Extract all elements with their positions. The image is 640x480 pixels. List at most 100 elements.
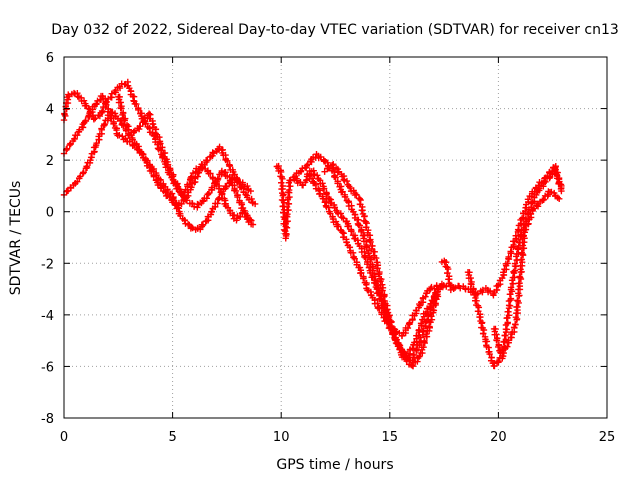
plot-frame: [63, 56, 608, 419]
data-point: [135, 106, 142, 114]
data-point: [317, 153, 324, 161]
data-point: [248, 195, 255, 203]
data-point: [490, 292, 497, 299]
data-point: [90, 116, 98, 123]
data-point: [184, 220, 192, 228]
data-point: [140, 117, 147, 125]
data-point: [514, 303, 521, 311]
data-point: [360, 275, 367, 282]
data-point: [181, 216, 188, 224]
data-point: [505, 253, 512, 261]
data-point: [199, 198, 207, 205]
data-point: [339, 229, 346, 236]
data-point: [226, 178, 234, 186]
data-point: [410, 351, 418, 359]
data-point: [391, 336, 399, 343]
data-point: [80, 169, 87, 176]
data-point: [433, 282, 440, 289]
data-point: [110, 120, 117, 128]
data-point: [539, 197, 546, 204]
data-point: [63, 145, 71, 152]
data-point: [119, 111, 126, 119]
data-point: [320, 185, 328, 192]
data-point: [514, 226, 522, 233]
data-point: [199, 221, 207, 229]
data-point: [504, 308, 511, 316]
data-point: [168, 190, 176, 197]
data-point: [511, 320, 519, 328]
data-point: [365, 250, 372, 257]
data-point: [214, 200, 221, 207]
data-point: [476, 313, 483, 321]
data-point: [223, 183, 230, 190]
data-point: [209, 175, 217, 182]
data-point: [507, 248, 514, 255]
data-point: [540, 196, 547, 203]
data-point: [509, 280, 517, 287]
data-point: [190, 203, 198, 210]
data-point: [378, 311, 385, 318]
data-point: [83, 163, 90, 170]
data-point: [247, 187, 254, 195]
data-point: [319, 195, 327, 202]
data-point: [313, 172, 321, 179]
data-point: [348, 228, 355, 235]
data-point: [208, 208, 215, 216]
data-point: [129, 136, 136, 143]
data-point: [188, 173, 195, 180]
data-point: [93, 139, 100, 147]
data-point: [357, 228, 365, 236]
data-point: [518, 256, 525, 263]
data-point: [376, 305, 383, 312]
y-tick-label: 6: [46, 51, 54, 66]
data-point: [194, 173, 201, 180]
data-point: [375, 271, 382, 278]
series-track-7: [304, 170, 450, 340]
data-point: [71, 135, 78, 143]
data-point: [413, 345, 420, 353]
data-layer: [60, 78, 565, 370]
data-point: [510, 268, 517, 276]
x-tick-label: 25: [599, 430, 616, 445]
data-point: [403, 357, 411, 365]
data-point: [82, 117, 90, 125]
x-tick-label: 20: [490, 430, 507, 445]
data-point: [417, 320, 425, 327]
y-tick-label: 0: [46, 206, 54, 221]
data-point: [500, 269, 507, 276]
data-point: [80, 97, 88, 104]
data-point: [393, 336, 400, 344]
data-point: [226, 162, 233, 170]
data-point: [504, 260, 511, 267]
data-point: [380, 293, 387, 301]
data-point: [287, 177, 294, 184]
data-point: [216, 143, 223, 150]
data-point: [358, 269, 365, 277]
data-point: [341, 193, 349, 200]
data-point: [137, 122, 144, 130]
data-point: [234, 193, 241, 201]
data-point: [501, 332, 508, 339]
x-tick-label: 10: [273, 430, 290, 445]
data-point: [369, 273, 376, 281]
data-point: [146, 162, 154, 170]
series-track-6: [291, 167, 446, 359]
data-point: [101, 120, 108, 128]
data-point: [247, 216, 254, 223]
data-point: [343, 177, 351, 185]
data-point: [504, 343, 511, 350]
data-point: [144, 157, 151, 164]
data-point: [493, 337, 501, 344]
data-point: [542, 178, 549, 186]
data-point: [343, 238, 350, 246]
data-point: [334, 180, 341, 187]
x-tick-label: 15: [382, 430, 399, 445]
data-point: [467, 274, 474, 282]
data-point: [518, 249, 525, 256]
data-point: [495, 358, 502, 365]
data-point: [93, 101, 100, 108]
data-point: [556, 195, 563, 203]
series-track-5: [273, 150, 441, 364]
data-point: [226, 180, 233, 187]
data-point: [337, 210, 345, 217]
